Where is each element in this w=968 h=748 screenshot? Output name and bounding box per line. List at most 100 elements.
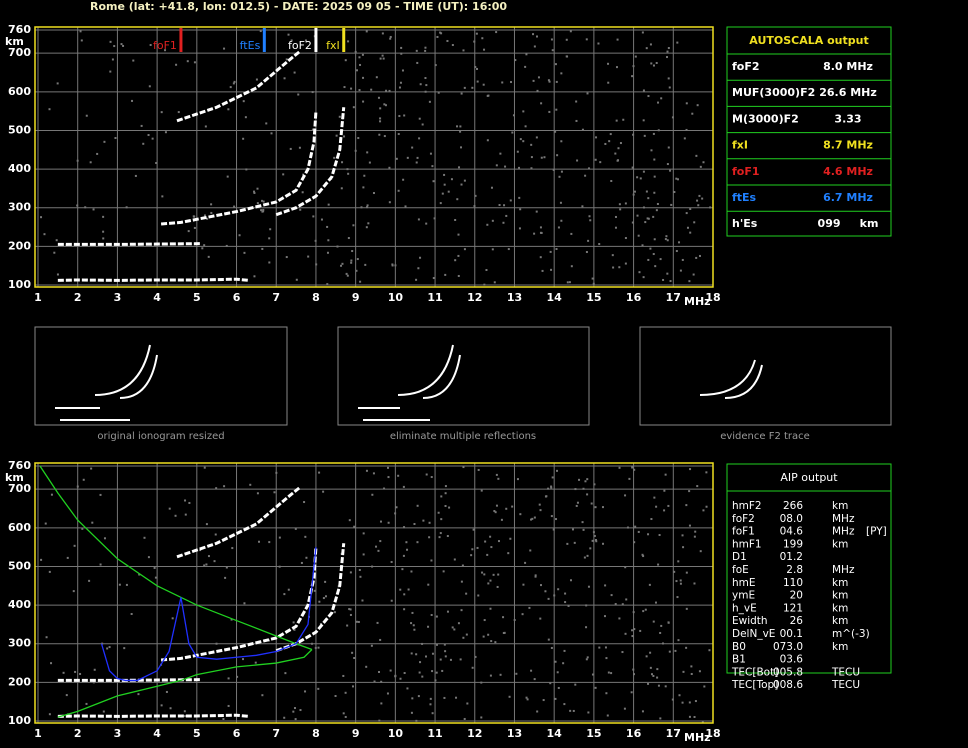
noise bbox=[619, 208, 622, 211]
aip-cell: foF1 bbox=[732, 526, 755, 538]
noise bbox=[634, 525, 637, 528]
noise bbox=[547, 597, 550, 600]
noise bbox=[666, 163, 669, 166]
row-value: 3.33 bbox=[834, 112, 861, 125]
noise bbox=[647, 197, 650, 200]
noise bbox=[450, 178, 453, 181]
noise bbox=[533, 516, 536, 519]
noise bbox=[143, 536, 146, 539]
noise bbox=[555, 80, 558, 83]
noise bbox=[551, 49, 554, 52]
noise bbox=[441, 669, 444, 672]
noise bbox=[340, 264, 343, 267]
noise bbox=[548, 80, 551, 83]
aip-cell: TEC[Top] bbox=[731, 679, 778, 691]
noise bbox=[696, 199, 699, 202]
noise bbox=[693, 716, 696, 719]
noise bbox=[380, 680, 383, 683]
noise bbox=[601, 506, 604, 509]
noise bbox=[302, 173, 305, 176]
noise bbox=[391, 264, 394, 267]
noise bbox=[679, 579, 682, 582]
noise bbox=[482, 635, 485, 638]
noise bbox=[442, 570, 445, 573]
noise bbox=[427, 583, 430, 586]
x-tick-label: 10 bbox=[388, 291, 404, 304]
noise bbox=[660, 624, 663, 627]
noise bbox=[557, 588, 560, 591]
noise bbox=[304, 690, 307, 693]
noise bbox=[622, 118, 625, 121]
noise bbox=[164, 49, 167, 52]
noise bbox=[585, 658, 588, 661]
noise bbox=[201, 247, 204, 250]
noise bbox=[483, 573, 486, 576]
noise bbox=[413, 628, 416, 631]
noise bbox=[569, 30, 572, 33]
noise bbox=[297, 93, 300, 96]
noise bbox=[682, 546, 685, 549]
noise bbox=[473, 40, 476, 43]
noise bbox=[353, 525, 356, 528]
x-tick-label: 5 bbox=[193, 291, 201, 304]
noise bbox=[594, 686, 597, 689]
noise bbox=[366, 204, 369, 207]
noise bbox=[456, 125, 459, 128]
noise bbox=[560, 140, 563, 143]
noise bbox=[593, 483, 596, 486]
noise bbox=[669, 280, 672, 283]
noise bbox=[384, 104, 387, 107]
noise bbox=[215, 487, 218, 490]
noise bbox=[382, 57, 385, 60]
noise bbox=[294, 527, 297, 530]
noise bbox=[474, 655, 477, 658]
noise bbox=[403, 672, 406, 675]
noise bbox=[406, 687, 409, 690]
aip-cell: h_vE bbox=[732, 602, 757, 614]
noise bbox=[675, 580, 678, 583]
noise bbox=[688, 701, 691, 704]
trace bbox=[39, 465, 313, 651]
noise bbox=[147, 134, 150, 137]
noise bbox=[583, 556, 586, 559]
aip-cell: TECU bbox=[831, 666, 860, 678]
trace bbox=[57, 649, 313, 718]
noise bbox=[400, 52, 403, 55]
noise bbox=[559, 201, 562, 204]
aip-title: AIP output bbox=[780, 471, 838, 484]
noise bbox=[419, 256, 422, 259]
noise bbox=[295, 278, 298, 281]
noise bbox=[380, 702, 383, 705]
noise bbox=[463, 179, 466, 182]
x-tick-label: 1 bbox=[34, 727, 42, 740]
noise bbox=[169, 707, 172, 710]
row-value: 099 km bbox=[818, 217, 879, 230]
noise bbox=[76, 204, 79, 207]
noise bbox=[424, 49, 427, 52]
noise bbox=[226, 175, 229, 178]
noise bbox=[358, 569, 361, 572]
noise bbox=[618, 203, 621, 206]
noise bbox=[544, 590, 547, 593]
noise bbox=[378, 133, 381, 136]
noise bbox=[113, 45, 116, 48]
noise bbox=[417, 218, 420, 221]
noise bbox=[299, 208, 302, 211]
noise bbox=[458, 166, 461, 169]
noise bbox=[443, 173, 446, 176]
noise bbox=[429, 703, 432, 706]
noise bbox=[490, 186, 493, 189]
noise bbox=[287, 33, 290, 36]
noise bbox=[493, 281, 496, 284]
noise bbox=[701, 197, 704, 200]
noise bbox=[676, 596, 679, 599]
noise bbox=[103, 140, 106, 143]
noise bbox=[667, 504, 670, 507]
noise bbox=[289, 147, 292, 150]
noise bbox=[633, 541, 636, 544]
noise bbox=[454, 218, 457, 221]
noise bbox=[137, 693, 140, 696]
noise bbox=[703, 685, 706, 688]
noise bbox=[654, 265, 657, 268]
noise bbox=[407, 588, 410, 591]
